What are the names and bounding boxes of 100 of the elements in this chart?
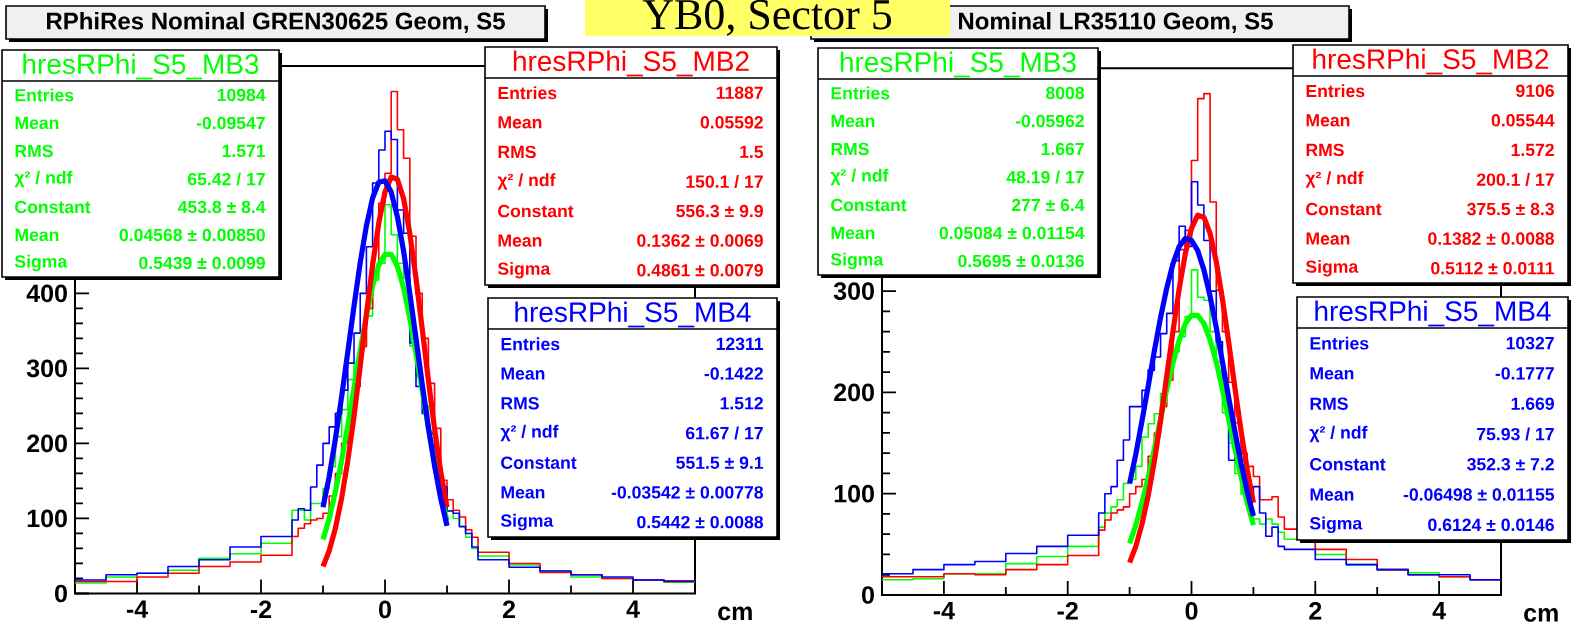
annotation: χ² / ndf <box>500 424 559 442</box>
annotation: RMS <box>501 397 539 410</box>
annotation: Mean <box>1310 367 1354 380</box>
annotation: 48.19 / 17 <box>1006 170 1084 184</box>
annotation: RMS <box>1310 397 1348 410</box>
annotation: -0.05962 <box>1015 114 1084 128</box>
annotation: Entries <box>1310 336 1369 350</box>
x-tick-label: -2 <box>250 600 272 619</box>
text: hresRPhi_S5_MB4 <box>515 301 751 328</box>
x-tick-label: -4 <box>933 602 955 620</box>
annotation: Sigma <box>500 513 554 531</box>
x-tick-label: 2 <box>1309 602 1322 620</box>
y-tick-label: 200 <box>834 383 874 402</box>
annotation: -0.09547 <box>196 116 265 130</box>
annotation: 8008 <box>1046 86 1085 100</box>
text: RMS <box>15 144 53 158</box>
y-tick-label: 100 <box>27 509 67 528</box>
annotation: 277 ± 6.4 <box>1011 198 1085 212</box>
annotation: 352.3 ± 7.2 <box>1467 458 1554 471</box>
annotation: Constant <box>831 198 907 212</box>
annotation: 0.1362 ± 0.0069 <box>637 234 763 247</box>
annotation: -0.06498 ± 0.01155 <box>1403 488 1555 501</box>
annotation: 0.5695 ± 0.0136 <box>958 254 1084 268</box>
text: Sigma <box>14 254 68 272</box>
annotation: 0.5439 ± 0.0099 <box>139 256 265 270</box>
text: hresRPhi_S5_MB2 <box>513 50 749 77</box>
x-tick-label: 4 <box>626 600 640 618</box>
text: 1.669 <box>1511 397 1554 410</box>
annotation: Sigma <box>830 252 884 270</box>
annotation: Constant <box>498 204 574 218</box>
annotation: 556.3 ± 9.9 <box>676 204 763 218</box>
x-tick-label: 0 <box>379 600 391 619</box>
text: Mean <box>15 116 59 130</box>
annotation: Entries <box>831 86 890 100</box>
annotation: 61.67 / 17 <box>685 426 763 440</box>
annotation: Constant <box>1310 458 1386 471</box>
text: Entries <box>15 88 74 102</box>
annotation: 65.42 / 17 <box>187 172 265 186</box>
x-axis-title: cm <box>718 606 752 621</box>
text: χ² / ndf <box>14 170 73 188</box>
annotation: 453.8 ± 8.4 <box>177 200 266 214</box>
annotation: 0.05544 <box>1491 114 1555 127</box>
x-tick-label: -4 <box>126 600 148 618</box>
x-tick-label: -2 <box>1057 602 1078 620</box>
annotation: χ² / ndf <box>1309 425 1368 443</box>
text: hresRPhi_S5_MB4 <box>1315 300 1551 327</box>
text: RMS <box>831 142 869 156</box>
text: hresRPhi_S5_MB3 <box>840 51 1076 78</box>
annotation: Sigma <box>497 261 551 279</box>
annotation: 0.5442 ± 0.0088 <box>637 515 764 529</box>
text: Mean <box>831 114 875 128</box>
annotation: 0.05084 ± 0.01154 <box>939 226 1085 240</box>
annotation: Mean <box>498 234 542 247</box>
annotation: 0.04568 ± 0.00850 <box>119 228 265 242</box>
text: -0.1422 <box>704 367 763 380</box>
annotation: Constant <box>15 200 91 214</box>
chart-subtitle: Nominal LR35110 Geom, S5 <box>959 11 1273 34</box>
annotation: 551.5 ± 9.1 <box>676 456 764 469</box>
annotation: Constant <box>1306 202 1382 216</box>
annotation: 10984 <box>217 88 266 102</box>
chart-title: YB0, Sector 5 <box>642 0 892 36</box>
x-tick-label: 2 <box>502 600 515 619</box>
annotation: Constant <box>501 456 577 469</box>
annotation: Mean <box>1310 488 1354 501</box>
annotation: 75.93 / 17 <box>1477 427 1554 441</box>
annotation: Mean <box>1306 232 1350 245</box>
text: 11887 <box>716 86 763 99</box>
annotation: Entries <box>498 86 557 100</box>
y-tick-label: 400 <box>26 284 67 303</box>
y-tick-label: 300 <box>26 359 67 378</box>
text: 1.572 <box>1511 143 1554 157</box>
text: 10327 <box>1506 336 1554 350</box>
annotation: Mean <box>498 116 542 129</box>
annotation: -0.1777 <box>1495 367 1554 380</box>
annotation: Mean <box>501 367 545 380</box>
annotation: Sigma <box>1305 259 1359 277</box>
y-tick-label: 300 <box>833 282 874 300</box>
annotation: χ² / ndf <box>830 168 889 186</box>
annotation: 1.571 <box>222 144 266 158</box>
y-tick-label: 0 <box>862 586 874 604</box>
text: hresRPhi_S5_MB2 <box>1313 48 1549 75</box>
annotation: Mean <box>501 486 545 499</box>
annotation: -0.03542 ± 0.00778 <box>611 486 764 499</box>
annotation: 150.1 / 17 <box>686 174 763 189</box>
annotation: 1.667 <box>1041 142 1084 156</box>
chart-subtitle: RPhiRes Nominal GREN30625 Geom, S5 <box>47 11 505 34</box>
text: 12311 <box>716 337 764 351</box>
text: 0.05592 <box>700 116 763 129</box>
text: Mean <box>831 226 875 240</box>
annotation: 0.5112 ± 0.0111 <box>1431 261 1555 275</box>
annotation: 0.1382 ± 0.0088 <box>1428 232 1555 245</box>
annotation: RMS <box>1306 143 1344 157</box>
annotation: Entries <box>501 337 560 351</box>
text: 9106 <box>1516 84 1554 97</box>
annotation: 0.6124 ± 0.0146 <box>1428 518 1554 532</box>
x-axis-title: cm <box>1524 608 1558 622</box>
x-tick-label: 0 <box>1185 602 1198 620</box>
annotation: Sigma <box>1309 516 1363 534</box>
annotation: χ² / ndf <box>497 173 556 190</box>
annotation: χ² / ndf <box>1305 171 1364 188</box>
